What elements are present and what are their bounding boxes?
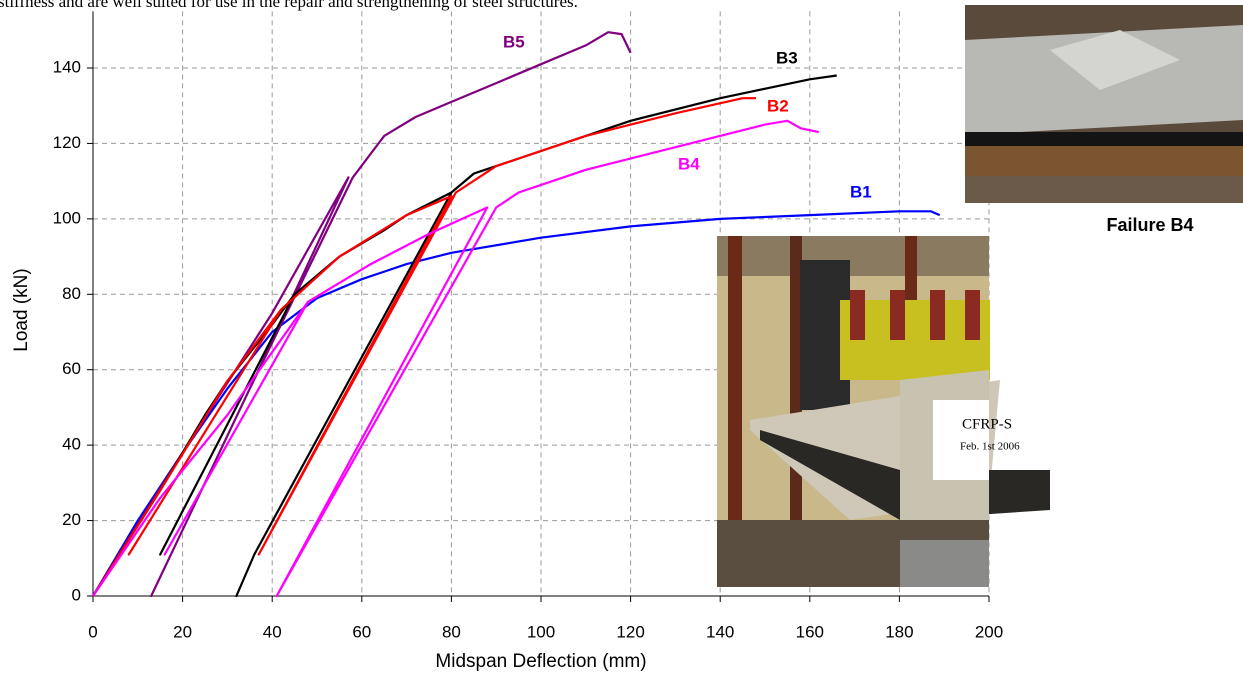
x-tick-label: 200	[975, 622, 1003, 641]
y-axis-label: Load (kN)	[11, 268, 32, 351]
y-tick-label: 60	[62, 359, 81, 378]
y-tick-label: 120	[53, 133, 81, 152]
x-tick-label: 60	[352, 622, 371, 641]
y-tick-label: 140	[53, 57, 81, 76]
photo-failure	[965, 5, 1243, 203]
x-tick-label: 80	[442, 622, 461, 641]
series-label: B2	[767, 96, 789, 115]
series-line	[92, 210, 941, 597]
series-line	[92, 97, 756, 597]
series-label: B5	[503, 32, 525, 51]
series-label: B4	[678, 154, 700, 173]
x-tick-label: 120	[616, 622, 644, 641]
y-tick-label: 40	[62, 435, 81, 454]
sign-date: Feb. 1st 2006	[960, 441, 1020, 453]
x-tick-label: 20	[173, 622, 192, 641]
series-label: B3	[776, 48, 798, 67]
x-tick-label: 160	[796, 622, 824, 641]
series-label: B1	[850, 182, 872, 201]
x-tick-label: 0	[88, 622, 97, 641]
x-axis-label: Midspan Deflection (mm)	[435, 651, 646, 672]
x-tick-label: 180	[885, 622, 913, 641]
y-tick-label: 0	[72, 585, 81, 604]
y-tick-label: 80	[62, 284, 81, 303]
y-tick-label: 100	[53, 208, 81, 227]
caption: stiffness and are well suited for use in…	[0, 0, 578, 11]
sign-title: CFRP-S	[962, 416, 1012, 432]
series-line	[92, 31, 632, 598]
x-tick-label: 140	[706, 622, 734, 641]
photo-setup	[717, 236, 1050, 587]
series-line	[92, 119, 820, 598]
x-tick-label: 100	[527, 622, 555, 641]
photo-caption: Failure B4	[1106, 215, 1193, 235]
x-tick-label: 40	[263, 622, 282, 641]
y-tick-label: 20	[62, 510, 81, 529]
